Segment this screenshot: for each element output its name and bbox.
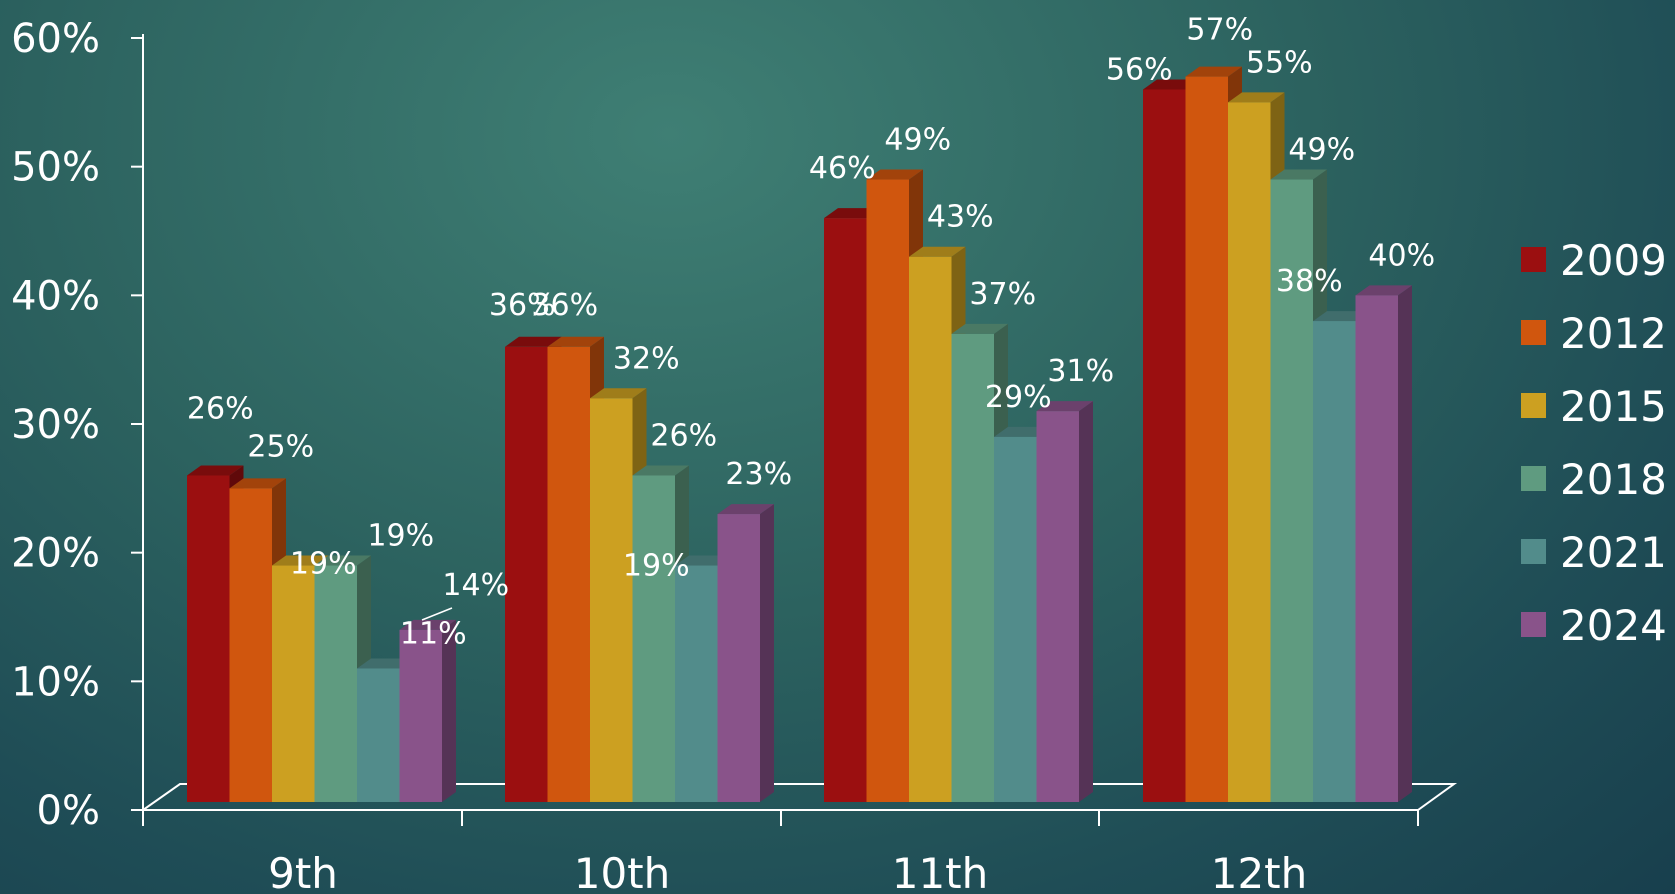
data-label: 19%	[623, 549, 690, 584]
legend-swatch	[1521, 466, 1546, 491]
y-tick-label: 0%	[37, 788, 100, 834]
x-category-label: 11th	[892, 849, 989, 894]
x-category-label: 10th	[574, 849, 671, 894]
data-label: 36%	[489, 288, 556, 323]
data-label: 19%	[367, 519, 434, 554]
x-axis-categories: 9th 10th 11th 12th	[268, 849, 1307, 894]
bar-series	[187, 66, 1412, 803]
legend-item-2021: 2021	[1521, 528, 1667, 577]
legend-item-2012: 2012	[1521, 309, 1667, 358]
data-label: 19%	[290, 547, 357, 582]
bar-12th-2024	[1355, 285, 1412, 802]
legend-swatch	[1521, 539, 1546, 564]
bar-11th-2024	[1036, 401, 1093, 802]
data-label: 23%	[725, 457, 792, 492]
y-tick-label: 30%	[11, 402, 100, 448]
chart-floor	[139, 783, 1458, 811]
y-tick-label: 20%	[11, 531, 100, 577]
data-label: 46%	[809, 151, 876, 186]
legend-label: 2021	[1560, 528, 1667, 577]
x-category-label: 12th	[1211, 849, 1308, 894]
legend-label: 2012	[1560, 309, 1667, 358]
data-label: 56%	[1106, 52, 1173, 87]
y-axis-ticks: 0% 10% 20% 30% 40% 50% 60%	[11, 16, 143, 834]
data-label: 11%	[400, 616, 467, 651]
data-labels: 26% 36% 46% 56% 25% 36% 49% 57% 19% 32% 43% 55% 19% 2…	[187, 13, 1435, 652]
bar-10th-2024	[717, 504, 774, 802]
legend-item-2024: 2024	[1521, 601, 1667, 650]
legend-swatch	[1521, 247, 1546, 272]
data-label: 38%	[1276, 264, 1343, 299]
legend: 2009 2012 2015 2018 2021 2024	[1521, 236, 1667, 650]
y-tick-label: 10%	[11, 659, 100, 705]
data-label: 25%	[247, 429, 314, 464]
data-label: 36%	[531, 288, 598, 323]
legend-item-2009: 2009	[1521, 236, 1667, 285]
data-label: 43%	[927, 200, 994, 235]
data-label: 49%	[1288, 133, 1355, 168]
data-label: 55%	[1246, 45, 1313, 80]
data-label: 29%	[985, 380, 1052, 415]
data-label: 32%	[613, 341, 680, 376]
data-label: 26%	[650, 418, 717, 453]
data-label: 14%	[442, 568, 509, 603]
legend-swatch	[1521, 393, 1546, 418]
legend-item-2015: 2015	[1521, 382, 1667, 431]
legend-label: 2009	[1560, 236, 1667, 285]
y-tick-label: 40%	[11, 273, 100, 319]
legend-item-2018: 2018	[1521, 455, 1667, 504]
y-tick-label: 60%	[11, 16, 100, 62]
legend-swatch	[1521, 320, 1546, 345]
y-tick-label: 50%	[11, 145, 100, 191]
x-category-label: 9th	[268, 849, 338, 894]
data-label: 26%	[187, 391, 254, 426]
data-label: 57%	[1186, 13, 1253, 48]
legend-label: 2015	[1560, 382, 1667, 431]
legend-label: 2024	[1560, 601, 1667, 650]
legend-label: 2018	[1560, 455, 1667, 504]
data-label: 31%	[1047, 354, 1114, 389]
label-leader-line	[421, 607, 453, 621]
data-label: 37%	[969, 277, 1036, 312]
data-label: 40%	[1368, 238, 1435, 273]
data-label: 49%	[884, 123, 951, 158]
legend-swatch	[1521, 612, 1546, 637]
bar-9th-2018	[314, 555, 371, 802]
bar-9th-2024	[399, 619, 456, 802]
